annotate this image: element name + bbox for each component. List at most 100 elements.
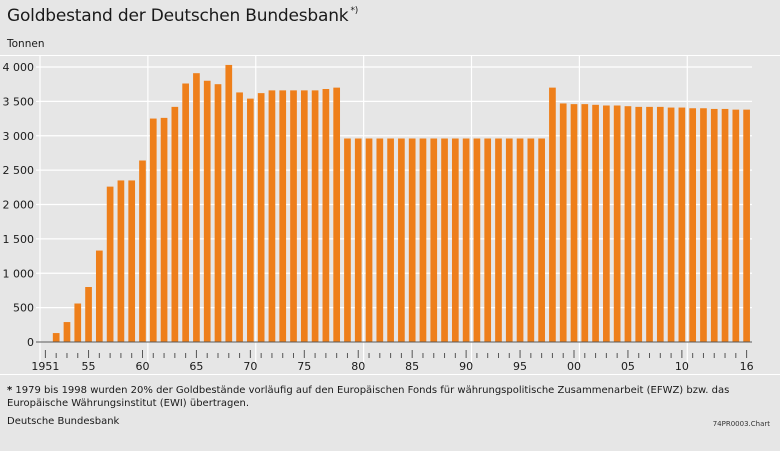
bar bbox=[193, 73, 200, 342]
x-tick-label: 16 bbox=[740, 360, 754, 372]
bar bbox=[171, 106, 179, 342]
bar bbox=[376, 138, 384, 342]
bar bbox=[495, 138, 502, 342]
x-tick-label: 90 bbox=[459, 360, 473, 372]
bar bbox=[419, 138, 427, 342]
bar bbox=[430, 138, 438, 342]
footnote: * 1979 bis 1998 wurden 20% der Goldbestä… bbox=[7, 385, 767, 410]
bar bbox=[678, 107, 686, 342]
y-tick-label: 1 500 bbox=[3, 233, 35, 246]
footnote-text: 1979 bis 1998 wurden 20% der Goldbeständ… bbox=[7, 385, 730, 409]
bar bbox=[117, 180, 125, 342]
y-tick-label: 3 000 bbox=[3, 130, 35, 143]
bar bbox=[387, 138, 394, 342]
bar bbox=[128, 180, 136, 342]
bar bbox=[732, 109, 740, 342]
title-footnote-marker: *) bbox=[350, 6, 359, 16]
bar bbox=[484, 138, 492, 342]
bar bbox=[344, 138, 351, 342]
bar bbox=[613, 105, 621, 342]
bar bbox=[408, 138, 416, 342]
bar bbox=[451, 138, 459, 342]
bar bbox=[538, 138, 545, 342]
bar bbox=[689, 108, 697, 342]
bar bbox=[85, 287, 92, 342]
bar bbox=[603, 105, 610, 342]
x-tick-label: 60 bbox=[135, 360, 149, 372]
x-tick-label: 55 bbox=[82, 360, 96, 372]
bar bbox=[203, 80, 211, 342]
bar bbox=[743, 109, 750, 342]
source-label: Deutsche Bundesbank bbox=[7, 416, 120, 427]
bar bbox=[279, 90, 287, 342]
x-tick-label: 05 bbox=[621, 360, 635, 372]
bar bbox=[527, 138, 535, 342]
bar bbox=[225, 64, 233, 342]
x-tick-label: 75 bbox=[297, 360, 311, 372]
bar bbox=[214, 84, 222, 342]
y-tick-label: 1 000 bbox=[3, 267, 35, 280]
bar bbox=[646, 106, 653, 342]
bar bbox=[247, 98, 254, 342]
bar bbox=[236, 92, 243, 342]
x-tick-label: 95 bbox=[513, 360, 527, 372]
x-tick-label: 10 bbox=[675, 360, 689, 372]
bar bbox=[516, 138, 524, 342]
bottom-divider bbox=[0, 374, 780, 375]
bar bbox=[300, 90, 308, 342]
bar bbox=[365, 138, 373, 342]
bar bbox=[182, 83, 189, 342]
chart-title: Goldbestand der Deutschen Bundesbank *) bbox=[7, 6, 358, 26]
bar bbox=[656, 106, 664, 342]
bar bbox=[311, 90, 319, 342]
bar bbox=[160, 117, 168, 342]
bar bbox=[354, 138, 362, 342]
bar bbox=[290, 90, 297, 342]
x-tick-label: 85 bbox=[405, 360, 419, 372]
y-tick-label: 0 bbox=[27, 336, 34, 349]
bar bbox=[549, 87, 556, 342]
bar bbox=[635, 106, 643, 342]
chart-code: 74PR0003.Chart bbox=[712, 420, 770, 428]
bar bbox=[462, 138, 470, 342]
bar bbox=[398, 138, 405, 342]
bar bbox=[505, 138, 513, 342]
bar bbox=[710, 108, 718, 342]
y-tick-label: 2 500 bbox=[3, 164, 35, 177]
bar bbox=[581, 104, 589, 342]
bar bbox=[257, 93, 265, 342]
bar bbox=[624, 106, 632, 342]
bar bbox=[106, 186, 114, 342]
y-tick-label: 3 500 bbox=[3, 95, 35, 108]
bar bbox=[559, 103, 567, 342]
bar bbox=[268, 90, 276, 342]
bar bbox=[333, 87, 341, 342]
x-tick-label: 70 bbox=[243, 360, 257, 372]
top-divider bbox=[0, 55, 780, 56]
bar bbox=[570, 104, 578, 342]
bar bbox=[322, 89, 330, 342]
x-tick-label: 65 bbox=[189, 360, 203, 372]
y-tick-label: 2 000 bbox=[3, 199, 35, 212]
bar bbox=[139, 160, 146, 342]
bar bbox=[667, 107, 675, 342]
bar bbox=[74, 303, 82, 342]
chart-title-text: Goldbestand der Deutschen Bundesbank bbox=[7, 6, 349, 26]
bar bbox=[52, 333, 60, 342]
y-tick-label: 4 000 bbox=[3, 61, 35, 74]
x-tick-label: 00 bbox=[567, 360, 581, 372]
footnote-marker: * bbox=[7, 385, 13, 396]
bar bbox=[441, 138, 448, 342]
bar bbox=[592, 104, 599, 342]
x-tick-label: 1951 bbox=[31, 360, 59, 372]
x-tick-label: 80 bbox=[351, 360, 365, 372]
bar bbox=[95, 250, 103, 342]
bar bbox=[63, 322, 71, 342]
y-tick-label: 500 bbox=[13, 302, 34, 315]
bar bbox=[149, 118, 157, 342]
bar bbox=[473, 138, 481, 342]
bar bbox=[721, 108, 729, 342]
bar bbox=[700, 108, 707, 342]
y-axis-unit: Tonnen bbox=[7, 38, 45, 50]
